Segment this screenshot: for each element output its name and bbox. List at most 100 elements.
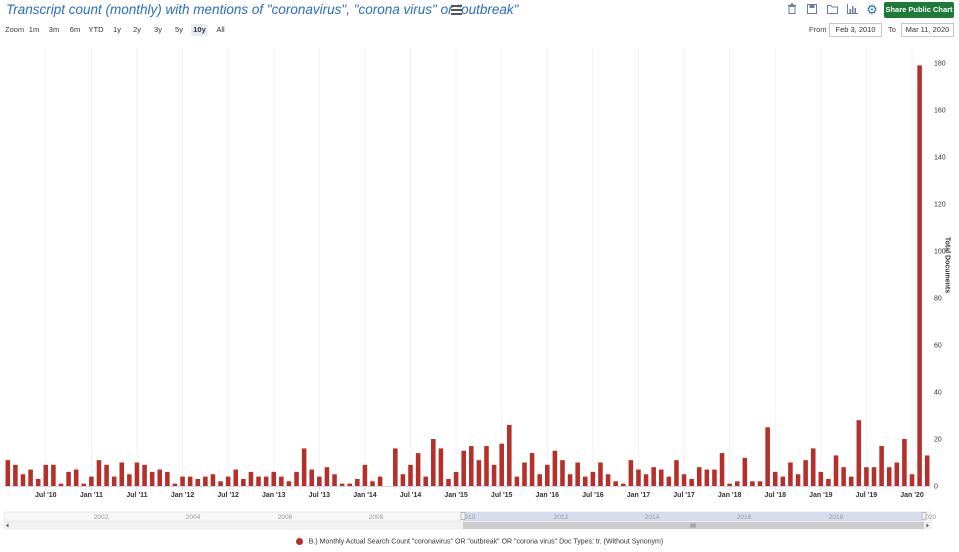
zoom-2y-button[interactable]: 2y	[133, 25, 141, 34]
bar	[309, 469, 315, 486]
bar	[848, 476, 854, 486]
zoom-all-button[interactable]: All	[216, 25, 225, 34]
bar	[803, 460, 808, 486]
chart-type-icon[interactable]	[845, 3, 859, 17]
zoom-1m-button[interactable]: 1m	[28, 25, 40, 34]
bar	[636, 469, 641, 486]
y-tick-label: 60	[934, 343, 942, 350]
zoom-1y-button[interactable]: 1y	[113, 25, 121, 34]
zoom-label: Zoom	[5, 25, 25, 34]
bar	[476, 460, 482, 486]
bar	[681, 474, 687, 486]
bar	[43, 464, 49, 486]
y-tick-label: 120	[934, 202, 946, 209]
bar	[172, 483, 178, 486]
bar	[560, 460, 565, 486]
navigator-right-handle[interactable]	[921, 512, 927, 520]
chart-title: Transcript count (monthly) with mentions…	[6, 2, 519, 17]
bar	[332, 474, 337, 486]
x-axis: Jul '10 Jan '11 Jul '11 Jan '12 Jul '12 Jan '…	[35, 486, 924, 499]
bar	[453, 471, 459, 486]
y-tick-label: 40	[934, 390, 942, 397]
bar	[696, 467, 702, 486]
x-tick-label: Jul '19	[856, 492, 878, 499]
bar	[248, 471, 254, 486]
bar	[28, 469, 33, 486]
bar	[210, 474, 216, 486]
navigator-year-label: 2012	[554, 514, 569, 521]
bar	[620, 483, 626, 486]
trash-icon[interactable]	[785, 3, 799, 17]
bar	[469, 446, 474, 486]
save-icon[interactable]	[805, 3, 819, 17]
zoom-5y-button[interactable]: 5y	[175, 25, 183, 34]
bar	[674, 460, 679, 486]
navigator-year-label: 2004	[186, 514, 201, 521]
bar	[689, 478, 694, 486]
bar	[924, 455, 930, 486]
bar	[134, 462, 140, 486]
bar	[886, 467, 892, 486]
bar	[605, 474, 611, 486]
bar	[20, 474, 26, 486]
zoom-3y-button[interactable]: 3y	[154, 25, 162, 34]
bar	[757, 481, 763, 486]
folder-icon[interactable]	[825, 3, 839, 17]
navigator-year-label: 2002	[94, 514, 109, 521]
bar	[66, 471, 71, 486]
scrollbar-thumb[interactable]	[463, 522, 924, 529]
x-tick-label: Jul '17	[673, 492, 695, 499]
y-axis-title: Total Documents	[943, 236, 951, 294]
bar	[263, 476, 269, 486]
bar	[909, 474, 915, 486]
zoom-6m-button[interactable]: 6m	[69, 25, 81, 34]
bar	[279, 476, 284, 486]
x-tick-label: Jan '15	[444, 492, 468, 499]
y-tick-label: 160	[934, 108, 946, 115]
share-public-chart-button[interactable]: Share Public Chart	[884, 2, 954, 18]
navigator-year-label: 2006	[278, 514, 293, 521]
bar	[780, 476, 786, 486]
bar	[347, 483, 353, 486]
bar	[461, 450, 466, 486]
y-tick-label: 100	[934, 249, 946, 256]
gear-icon[interactable]: ⚙	[866, 2, 878, 17]
bar	[484, 446, 489, 486]
legend-marker-icon	[295, 538, 303, 545]
from-date-input[interactable]: Feb 3, 2010	[829, 23, 882, 37]
hamburger-menu-icon[interactable]	[451, 5, 462, 15]
bar	[894, 462, 900, 486]
bar	[5, 460, 11, 486]
zoom-ytd-button[interactable]: YTD	[88, 25, 104, 34]
y-tick-label: 0	[934, 484, 938, 491]
bar	[658, 469, 664, 486]
bar	[142, 464, 147, 486]
bar	[423, 476, 428, 486]
legend[interactable]: B.) Monthly Actual Search Count "coronav…	[0, 538, 959, 545]
x-tick-label: Jul '10	[35, 492, 57, 499]
y-axis: 0 20 40 60 80 100 120 140 160 180	[934, 61, 946, 491]
scroll-right-arrow-icon[interactable]	[926, 523, 930, 528]
bar	[408, 464, 413, 486]
x-tick-label: Jan '14	[353, 492, 377, 499]
zoom-3m-button[interactable]: 3m	[48, 25, 60, 34]
bar	[643, 474, 649, 486]
bar	[203, 476, 208, 486]
bar	[438, 448, 444, 486]
bar	[507, 424, 512, 486]
navigator-year-label: 2014	[645, 514, 660, 521]
x-tick-label: Jan '19	[809, 492, 833, 499]
scroll-left-arrow-icon[interactable]	[6, 523, 9, 528]
bar	[499, 443, 504, 486]
scrollbar-grip-icon	[690, 523, 696, 528]
bar	[750, 481, 755, 486]
bar	[902, 439, 907, 486]
navigator-left-handle[interactable]	[460, 512, 466, 520]
bar	[666, 476, 672, 486]
from-label: From	[809, 25, 827, 34]
bar	[613, 481, 618, 486]
to-date-input[interactable]: Mar 11, 2020	[901, 23, 954, 37]
bar	[841, 467, 846, 486]
bar	[324, 467, 330, 486]
zoom-10y-button[interactable]: 10y	[191, 24, 208, 36]
